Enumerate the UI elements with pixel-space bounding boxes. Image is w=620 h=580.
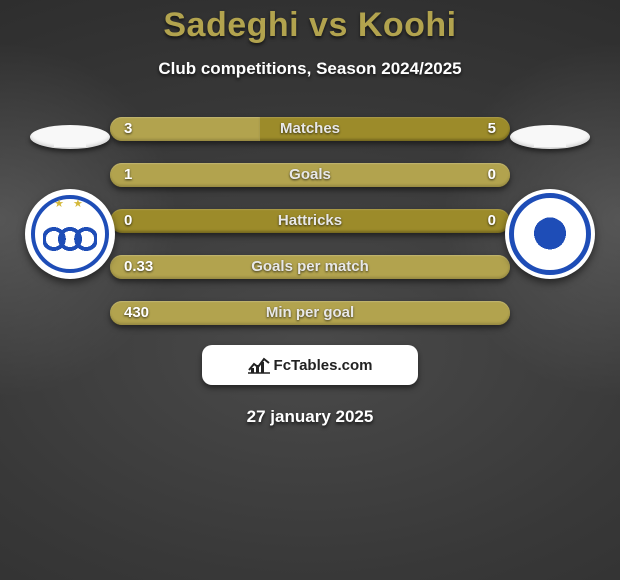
right-country-flag	[510, 125, 590, 149]
right-player-column	[500, 125, 600, 279]
brand-card[interactable]: FcTables.com	[202, 345, 418, 385]
stat-row: 430 Min per goal	[110, 301, 510, 325]
left-club-badge: ★ ★	[25, 189, 115, 279]
stat-label: Min per goal	[266, 301, 354, 325]
chart-icon	[248, 356, 270, 374]
date: 27 january 2025	[0, 407, 620, 427]
stat-right-value: 0	[488, 163, 496, 187]
brand-label: FcTables.com	[274, 357, 373, 374]
stat-label: Hattricks	[278, 209, 342, 233]
page-title: Sadeghi vs Koohi	[0, 6, 620, 45]
stat-label: Goals	[289, 163, 331, 187]
stat-label: Goals per match	[251, 255, 369, 279]
stat-right-value: 0	[488, 209, 496, 233]
stat-fill-left	[110, 117, 260, 141]
stat-right-value: 5	[488, 117, 496, 141]
stat-row: 1 Goals 0	[110, 163, 510, 187]
stat-row: 0 Hattricks 0	[110, 209, 510, 233]
stat-left-value: 0	[124, 209, 132, 233]
left-badge-stars: ★ ★	[25, 197, 115, 210]
subtitle: Club competitions, Season 2024/2025	[0, 59, 620, 79]
left-player-column: ★ ★	[20, 125, 120, 279]
left-country-flag	[30, 125, 110, 149]
right-club-badge	[505, 189, 595, 279]
stat-left-value: 3	[124, 117, 132, 141]
stat-label: Matches	[280, 117, 340, 141]
stat-left-value: 1	[124, 163, 132, 187]
stat-row: 0.33 Goals per match	[110, 255, 510, 279]
stat-row: 3 Matches 5	[110, 117, 510, 141]
stat-left-value: 430	[124, 301, 149, 325]
stat-left-value: 0.33	[124, 255, 153, 279]
